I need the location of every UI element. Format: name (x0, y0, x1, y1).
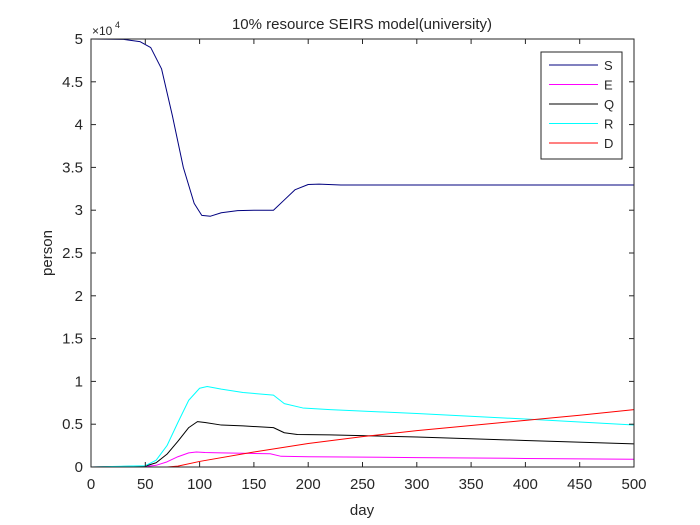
y-tick-label: 5 (75, 31, 83, 48)
x-tick-label: 150 (241, 476, 266, 493)
x-tick-label: 250 (350, 476, 375, 493)
x-tick-label: 350 (459, 476, 484, 493)
y-tick-label: 4 (75, 117, 83, 134)
y-axis-label: person (39, 230, 56, 276)
y-axis-exponent: ×10 4 (92, 20, 120, 38)
x-tick-label: 400 (513, 476, 538, 493)
x-tick-label: 100 (187, 476, 212, 493)
legend-label-s: S (604, 58, 613, 73)
series-line-s (90, 38, 634, 217)
series-line-e (90, 451, 635, 468)
y-tick-label: 2 (75, 288, 83, 305)
x-tick-label: 0 (87, 476, 95, 493)
x-axis: 0 50 100 150 200 250 300 350 400 450 500 (87, 39, 647, 493)
x-tick-label: 50 (137, 476, 154, 493)
y-axis: 0 0.5 1 1.5 2 2.5 3 3.5 4 4.5 5 (62, 31, 634, 476)
series-line-q (90, 421, 635, 468)
y-tick-label: 2.5 (62, 245, 83, 262)
legend-label-e: E (604, 78, 613, 93)
x-tick-label: 450 (567, 476, 592, 493)
y-tick-label: 3 (75, 202, 83, 219)
y-tick-label: 0 (75, 459, 83, 476)
x-axis-label: day (350, 502, 375, 519)
legend-box (540, 51, 623, 160)
y-tick-label: 3.5 (62, 159, 83, 176)
y-exponent-base: ×10 (92, 24, 113, 38)
chart-title: 10% resource SEIRS model(university) (232, 16, 492, 33)
y-exponent-power: 4 (115, 20, 120, 30)
y-tick-label: 4.5 (62, 74, 83, 91)
x-tick-label: 300 (404, 476, 429, 493)
series-layer (90, 38, 635, 468)
y-tick-label: 0.5 (62, 416, 83, 433)
y-tick-label: 1 (75, 373, 83, 390)
x-tick-label: 500 (621, 476, 646, 493)
series-line-r (90, 386, 635, 468)
legend-label-q: Q (604, 97, 614, 112)
x-tick-label: 200 (296, 476, 321, 493)
legend-label-r: R (604, 117, 613, 132)
series-line-d (91, 409, 635, 468)
y-tick-label: 1.5 (62, 331, 83, 348)
legend-label-d: D (604, 136, 613, 151)
